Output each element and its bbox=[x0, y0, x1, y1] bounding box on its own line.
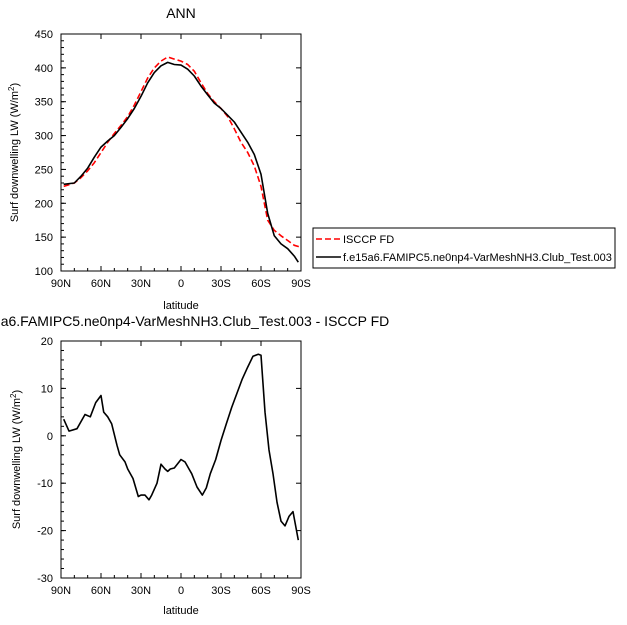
x-tick-label: 90N bbox=[51, 585, 71, 597]
y-tick-label: 150 bbox=[35, 232, 53, 244]
x-tick-label: 30N bbox=[131, 585, 151, 597]
chart-title: a6.FAMIPC5.ne0np4-VarMeshNH3.Club_Test.0… bbox=[1, 313, 390, 329]
y-tick-label: -20 bbox=[37, 526, 53, 538]
x-tick-label: 60N bbox=[91, 585, 111, 597]
y-tick-label: -10 bbox=[37, 478, 53, 490]
chart-title: ANN bbox=[166, 5, 196, 21]
y-tick-label: 250 bbox=[35, 164, 53, 176]
y-tick-label: 400 bbox=[35, 63, 53, 75]
series-line-1 bbox=[62, 353, 300, 541]
legend-label: f.e15a6.FAMIPC5.ne0np4-VarMeshNH3.Club_T… bbox=[343, 252, 612, 264]
x-tick-label: 30N bbox=[131, 278, 151, 290]
y-tick-label: 300 bbox=[35, 131, 53, 143]
x-tick-label: 90S bbox=[291, 585, 311, 597]
x-tick-label: 60S bbox=[251, 585, 271, 597]
x-tick-label: 60S bbox=[251, 278, 271, 290]
x-tick-label: 90S bbox=[291, 278, 311, 290]
x-axis-label: latitude bbox=[163, 605, 198, 617]
x-tick-label: 0 bbox=[178, 278, 184, 290]
legend-label: ISCCP FD bbox=[343, 234, 394, 246]
x-tick-label: 30S bbox=[211, 278, 231, 290]
y-tick-label: 450 bbox=[35, 29, 53, 41]
y-tick-label: 350 bbox=[35, 97, 53, 109]
chart-2: a6.FAMIPC5.ne0np4-VarMeshNH3.Club_Test.0… bbox=[1, 313, 390, 617]
chart-1: ANN 90N 60N 30N 0 30S 60S 90S 100 150 200 250 300 350… bbox=[7, 5, 616, 312]
x-tick-label: 30S bbox=[211, 585, 231, 597]
y-tick-label: 10 bbox=[41, 383, 53, 395]
series-line-2 bbox=[63, 61, 299, 263]
x-tick-label: 0 bbox=[178, 585, 184, 597]
y-tick-label: 200 bbox=[35, 198, 53, 210]
y-axis-label: Surf downwelling LW (W/m2) bbox=[9, 390, 23, 529]
x-axis-label: latitude bbox=[163, 300, 198, 312]
x-tick-label: 60N bbox=[91, 278, 111, 290]
legend-box bbox=[312, 227, 616, 269]
y-tick-label: -30 bbox=[37, 573, 53, 585]
series-line-1 bbox=[63, 56, 302, 249]
y-tick-label: 0 bbox=[47, 431, 53, 443]
y-axis-label: Surf downwelling LW (W/m2) bbox=[7, 83, 21, 222]
y-tick-label: 100 bbox=[35, 266, 53, 278]
y-tick-label: 20 bbox=[41, 336, 53, 348]
x-tick-label: 90N bbox=[51, 278, 71, 290]
